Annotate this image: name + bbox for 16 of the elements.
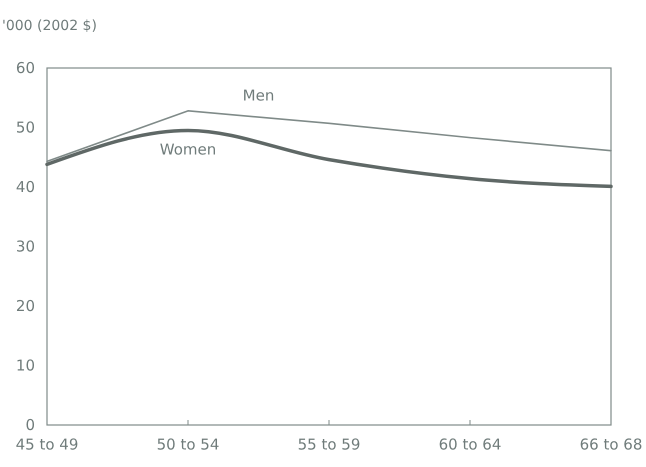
y-tick-label: 30 [16, 237, 35, 256]
y-tick-label: 40 [16, 178, 35, 196]
series-label: Women [160, 140, 216, 158]
y-tick-label: 20 [16, 296, 35, 315]
y-axis-title: '000 (2002 $) [2, 18, 97, 34]
x-tick-label: 55 to 59 [298, 436, 360, 454]
x-tick-label: 45 to 49 [16, 436, 78, 454]
x-tick-label: 66 to 68 [580, 436, 642, 454]
y-tick-label: 10 [16, 356, 35, 374]
x-tick-label: 50 to 54 [156, 436, 220, 454]
y-tick-label: 0 [25, 416, 35, 434]
series-label: Men [242, 86, 274, 105]
y-tick-label: 50 [16, 118, 35, 136]
line-series [45, 128, 613, 188]
y-tick-label: 60 [16, 58, 35, 77]
x-tick-label: 60 to 64 [438, 436, 502, 454]
